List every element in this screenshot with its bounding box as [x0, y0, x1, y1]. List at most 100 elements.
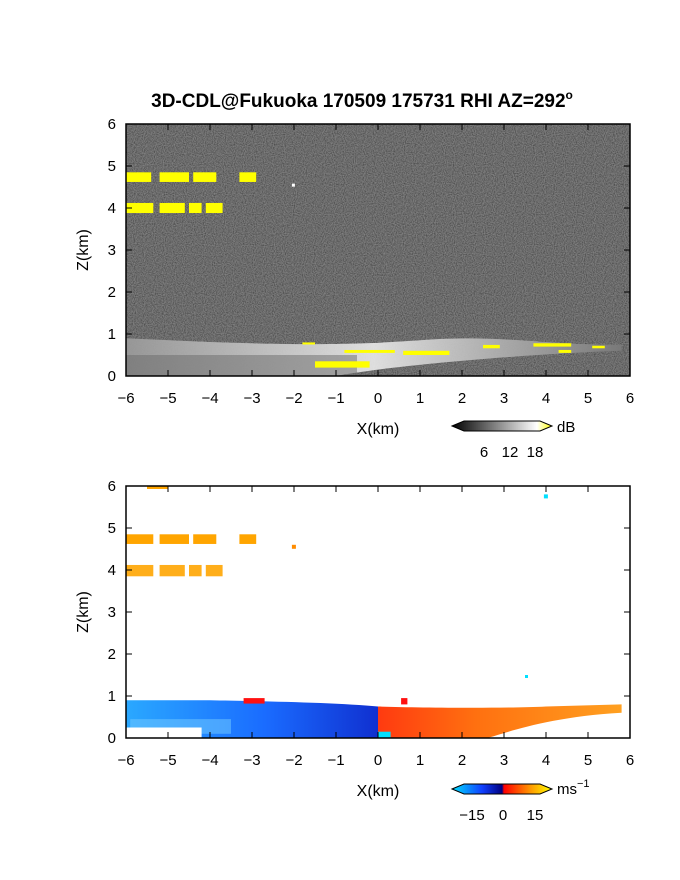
x-tick-label: 4: [542, 390, 550, 407]
x-tick-label: −3: [243, 752, 260, 769]
cloud-segment-lower: [205, 564, 223, 577]
cloud-segment-upper: [193, 172, 217, 182]
colorbar-tick: 6: [480, 444, 488, 461]
x-tick-label: 0: [374, 390, 382, 407]
colorbar-unit: dB: [557, 419, 575, 436]
cloud-segment-lower: [159, 202, 185, 214]
cyan-speck: [543, 494, 548, 499]
colorbar-backscatter: dB 6 12 18: [450, 419, 575, 461]
bright-patch: [558, 349, 572, 353]
x-tick-label: 1: [416, 390, 424, 407]
red-patch: [401, 698, 408, 705]
colorbar-gray: [450, 420, 554, 432]
velocity-features: [126, 486, 622, 738]
y-tick-label: 0: [108, 730, 116, 747]
y-tick-label: 3: [108, 604, 116, 621]
bright-patch: [592, 345, 605, 349]
plot-area-velocity: [126, 486, 630, 738]
x-tick-label: 5: [584, 390, 592, 407]
y-tick-label: 0: [108, 368, 116, 385]
cloud-segment-upper: [239, 534, 257, 544]
cloud-segment-lower: [205, 202, 223, 214]
bright-patch: [533, 343, 572, 347]
y-tick-label: 5: [108, 158, 116, 175]
boundary-layer-lower: [126, 355, 357, 376]
noise-background: [126, 124, 630, 376]
x-tick-label: 1: [416, 752, 424, 769]
bright-patch: [315, 361, 370, 368]
bright-patch: [483, 344, 500, 349]
y-tick-label: 3: [108, 242, 116, 259]
red-patch: [243, 698, 265, 704]
orange-speck: [291, 544, 296, 549]
colorbar-tick: 15: [527, 807, 544, 824]
y-tick-label: 2: [108, 284, 116, 301]
orange-speck-top: [147, 486, 168, 489]
colorbar-tick: 12: [502, 444, 519, 461]
x-tick-label: −3: [243, 390, 260, 407]
x-tick-label: 4: [542, 752, 550, 769]
axes-backscatter: −6 −5 −4 −3 −2 −1 0 1 2 3 4 5 6 0 1 2 3 4 5 6: [108, 116, 635, 407]
colorbar-unit: ms−1: [557, 778, 590, 798]
colorbar-tick: 0: [499, 807, 507, 824]
y-tick-label: 1: [108, 326, 116, 343]
y-tick-label: 1: [108, 688, 116, 705]
cyan-speck: [525, 675, 528, 678]
x-tick-label: 2: [458, 752, 466, 769]
y-tick-label: 4: [108, 200, 116, 217]
x-tick-label: 3: [500, 390, 508, 407]
cloud-segment-upper: [159, 172, 189, 182]
colorbar-velocity: ms−1 −15 0 15: [450, 778, 590, 824]
x-tick-label: −1: [327, 390, 344, 407]
gap-lower-left: [126, 727, 202, 738]
cloud-segment-lower: [126, 202, 154, 214]
y-tick-label: 6: [108, 478, 116, 495]
x-tick-label: 3: [500, 752, 508, 769]
x-tick-label: 6: [626, 752, 634, 769]
x-tick-label: −5: [159, 752, 176, 769]
x-tick-label: 2: [458, 390, 466, 407]
x-tick-label: 5: [584, 752, 592, 769]
cloud-segment-upper: [126, 172, 152, 182]
bright-patch: [344, 349, 395, 353]
cloud-segment-lower: [189, 564, 202, 577]
x-tick-label: −6: [117, 390, 134, 407]
x-tick-label: −1: [327, 752, 344, 769]
y-tick-label: 2: [108, 646, 116, 663]
panel-velocity: −6 −5 −4 −3 −2 −1 0 1 2 3 4 5 6 0 1 2 3 4 5 6 X(km) Z(km) m…: [75, 478, 634, 824]
cloud-segment-upper: [193, 534, 217, 544]
y-tick-label: 4: [108, 562, 116, 579]
cloud-speck: [291, 183, 295, 187]
cyan-patch: [378, 731, 391, 738]
x-tick-label: 6: [626, 390, 634, 407]
axes-velocity: −6 −5 −4 −3 −2 −1 0 1 2 3 4 5 6 0 1 2 3 4 5 6: [108, 478, 635, 769]
x-tick-label: −6: [117, 752, 134, 769]
cloud-segment-upper: [126, 534, 154, 544]
x-tick-label: −2: [285, 390, 302, 407]
positive-velocity-region: [378, 704, 622, 738]
x-tick-label: 0: [374, 752, 382, 769]
cloud-segment-upper: [159, 534, 189, 544]
cloud-segment-lower: [189, 202, 202, 214]
cloud-segment-upper: [239, 172, 257, 182]
backscatter-features: [126, 172, 622, 376]
x-axis-label: X(km): [357, 421, 400, 438]
y-axis-label: Z(km): [75, 229, 92, 271]
y-axis-label: Z(km): [75, 591, 92, 633]
colorbar-tick: 18: [527, 444, 544, 461]
bright-patch: [302, 342, 315, 345]
cloud-segment-lower: [159, 564, 185, 577]
x-tick-label: −2: [285, 752, 302, 769]
colorbar-tick: −15: [459, 807, 484, 824]
chart-title: 3D-CDL@Fukuoka 170509 175731 RHI AZ=292o: [151, 88, 573, 112]
bright-patch: [403, 350, 450, 355]
x-tick-label: −5: [159, 390, 176, 407]
colorbar-velocity-bar: [450, 783, 554, 795]
x-axis-label: X(km): [357, 783, 400, 800]
cloud-segment-lower: [126, 564, 154, 577]
x-tick-label: −4: [201, 752, 218, 769]
y-tick-label: 5: [108, 520, 116, 537]
y-tick-label: 6: [108, 116, 116, 133]
